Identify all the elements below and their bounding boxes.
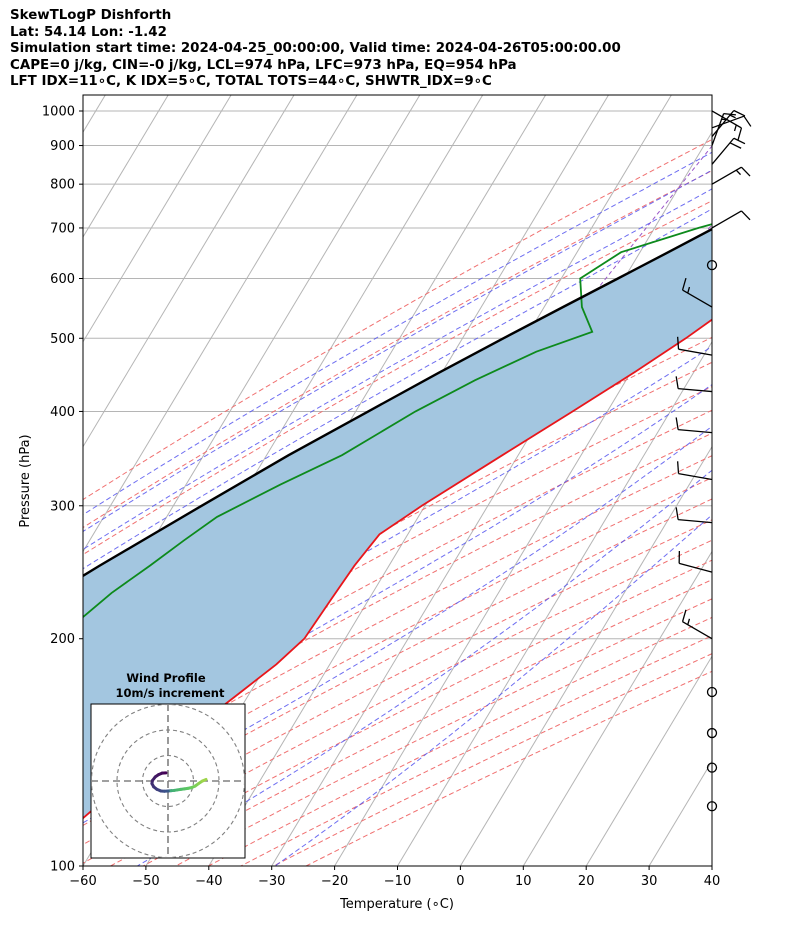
isotherm (585, 655, 712, 866)
x-tick-label: −10 (384, 874, 411, 889)
y-tick-label: 600 (50, 272, 75, 287)
isotherm (83, 95, 232, 343)
wind-barb (711, 137, 746, 165)
isotherm (711, 865, 712, 866)
simulation-times: Simulation start time: 2024-04-25_00:00:… (10, 41, 621, 57)
moist-adiabat (136, 469, 712, 866)
y-axis-label: Pressure (hPa) (18, 434, 33, 527)
moist-adiabat (83, 208, 712, 570)
dewpoint-profile (83, 223, 712, 619)
parcel-area-fill (83, 229, 712, 819)
isotherm (459, 445, 712, 866)
wind-barb (711, 166, 751, 185)
dry-adiabat (83, 498, 712, 826)
wind-barb (681, 609, 713, 640)
isotherm (396, 340, 712, 866)
x-axis-label: Temperature (∘C) (339, 897, 454, 912)
y-tick-label: 500 (50, 332, 75, 347)
isotherm (83, 95, 169, 238)
wind-barb (676, 336, 713, 356)
station-coordinates: Lat: 54.14 Lon: -1.42 (10, 24, 167, 40)
chart-title: SkewTLogP Dishforth (10, 8, 172, 23)
y-tick-label: 400 (50, 405, 75, 420)
y-tick-label: 800 (50, 178, 75, 193)
y-tick-label: 900 (50, 139, 75, 154)
dry-adiabat (83, 539, 712, 864)
hodograph-plot (91, 704, 245, 858)
x-tick-label: −60 (69, 874, 96, 889)
isotherm (765, 86, 794, 883)
dry-adiabat (83, 432, 712, 767)
parcel-area (83, 229, 712, 819)
wind-barb (675, 507, 713, 524)
stability-indices-2: LFT IDX=11∘C, K IDX=5∘C, TOTAL TOTS=44∘C… (10, 74, 492, 90)
isotherm (271, 131, 712, 866)
y-tick-label: 300 (50, 499, 75, 514)
y-tick-label: 200 (50, 632, 75, 647)
chart-header: SkewTLogP Dishforth Lat: 54.14 Lon: -1.4… (10, 8, 621, 91)
x-tick-label: −30 (258, 874, 285, 889)
x-tick-label: 20 (578, 874, 595, 889)
x-tick-label: 40 (704, 874, 721, 889)
stability-indices-1: CAPE=0 j/kg, CIN=-0 j/kg, LCL=974 hPa, L… (10, 57, 517, 73)
dry-adiabat (83, 200, 712, 556)
isotherm (83, 95, 421, 658)
isotherm (83, 95, 295, 448)
y-tick-label: 1000 (42, 104, 75, 119)
x-axis-ticks: −60 −50 −40 −30 −20 −10 0 10 20 30 40 (69, 866, 720, 889)
dry-adiabat (83, 455, 712, 787)
moist-adiabat (83, 188, 712, 550)
hodograph-trace-segment (200, 777, 208, 783)
mixing-ratio-line (749, 86, 794, 307)
y-tick-label: 100 (50, 860, 75, 875)
x-tick-label: 0 (456, 874, 464, 889)
y-axis-ticks: 1000 900 800 700 600 500 400 300 200 100 (42, 104, 83, 875)
wind-barb (711, 210, 751, 229)
x-tick-label: −40 (195, 874, 222, 889)
x-tick-label: 30 (641, 874, 658, 889)
dry-adiabat (83, 409, 712, 746)
wind-barb (711, 110, 743, 141)
x-tick-label: 10 (515, 874, 532, 889)
dry-adiabat (83, 170, 712, 529)
wind-barb (711, 115, 752, 129)
wind-barbs (675, 109, 752, 812)
dry-adiabat (83, 385, 712, 724)
wind-barb (675, 376, 713, 393)
wind-barb (711, 112, 736, 146)
moist-adiabat (83, 384, 712, 764)
wind-barb (675, 417, 713, 434)
hodograph-inset: Wind Profile 10m/s increment (90, 671, 246, 859)
hodograph-subtitle: 10m/s increment (116, 686, 225, 700)
wind-barb (681, 277, 713, 308)
parcel-profile (83, 227, 712, 578)
hodograph-title: Wind Profile (126, 671, 206, 685)
isotherm (83, 95, 358, 553)
y-tick-label: 700 (50, 221, 75, 236)
x-tick-label: −20 (321, 874, 348, 889)
isotherm (334, 236, 712, 866)
x-tick-label: −50 (132, 874, 159, 889)
wind-barb (676, 461, 713, 481)
isotherm (522, 550, 712, 866)
wind-barb (678, 551, 713, 573)
